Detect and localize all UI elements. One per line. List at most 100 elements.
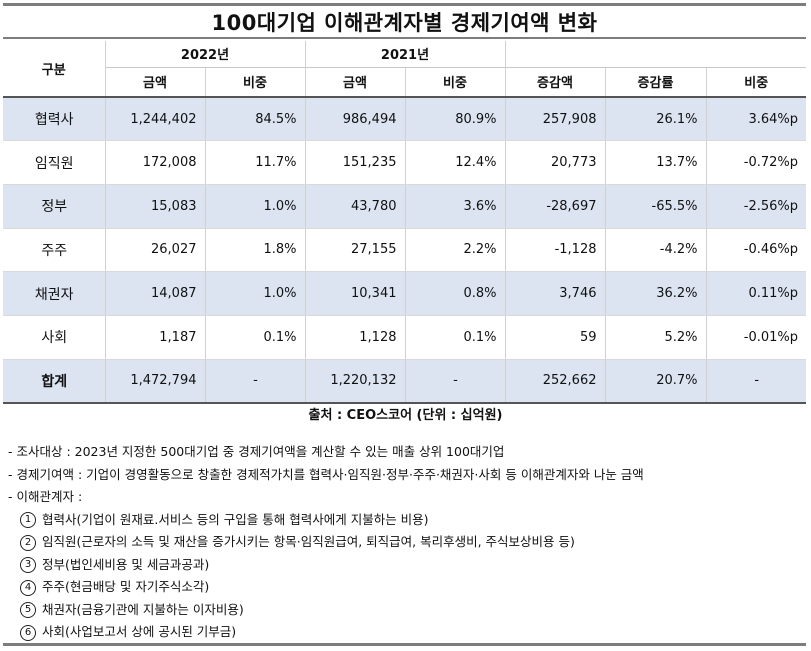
cell-amount-2021: 986,494 [305,97,406,142]
table-row: 정부 15,083 1.0% 43,780 3.6% -28,697 -65.5… [3,184,807,229]
stakeholder-item: 3 정부(법인세비용 및 세금과공과) [8,554,806,577]
cell-change-rate: 36.2% [605,271,707,316]
notes-section: - 조사대상 : 2023년 지정한 500대기업 중 경제기여액을 계산할 수… [8,441,806,644]
cell-share-2022: 1.8% [205,228,306,273]
stakeholder-text: 채권자(금융기관에 지불하는 이자비용) [42,601,244,617]
stakeholder-text: 정부(법인세비용 및 세금과공과) [42,556,210,572]
contribution-table: 구분 2022년 2021년 금액 비중 금액 비중 증감액 증감률 비중 협력… [3,41,807,404]
circled-number: 2 [20,534,36,551]
table-row: 임직원 172,008 11.7% 151,235 12.4% 20,773 1… [3,140,807,185]
circled-number: 4 [20,579,36,596]
header-share-2022: 비중 [205,66,306,97]
cell-share-change: -0.46%p [706,228,807,273]
cell-amount-2022: 14,087 [105,271,206,316]
cell-share-2021: 0.8% [405,271,506,316]
cell-change-amount: 257,908 [505,97,606,142]
stakeholder-item: 4 주주(현금배당 및 자기주식소각) [8,576,806,599]
cell-share-2022: - [205,359,306,404]
cell-share-2021: 12.4% [405,140,506,185]
table-row: 협력사 1,244,402 84.5% 986,494 80.9% 257,90… [3,97,807,142]
cell-change-amount: 3,746 [505,271,606,316]
cell-amount-2021: 1,128 [305,315,406,360]
cell-amount-2022: 26,027 [105,228,206,273]
cell-change-rate: 26.1% [605,97,707,142]
header-change-group [505,41,807,67]
table-row: 채권자 14,087 1.0% 10,341 0.8% 3,746 36.2% … [3,271,807,316]
row-label: 임직원 [3,140,106,185]
header-year-2021: 2021년 [305,41,506,67]
cell-change-amount: 20,773 [505,140,606,185]
circled-number: 3 [20,557,36,573]
cell-amount-2021: 1,220,132 [305,359,406,404]
header-gubun: 구분 [3,41,106,97]
cell-change-amount: -28,697 [505,184,606,229]
cell-share-2022: 1.0% [205,184,306,229]
stakeholder-text: 주주(현금배당 및 자기주식소각) [42,579,210,594]
cell-share-change: 3.64%p [706,97,807,142]
header-change-amount: 증감액 [505,66,606,97]
header-share-change: 비중 [706,66,807,97]
cell-amount-2022: 15,083 [105,184,206,229]
row-label: 사회 [3,315,106,360]
cell-share-change: - [706,359,807,404]
cell-share-2021: 0.1% [405,315,506,360]
cell-amount-2022: 1,472,794 [105,359,206,404]
stakeholder-item: 6 사회(사업보고서 상에 공시된 기부금) [8,621,806,644]
cell-share-2021: 2.2% [405,228,506,273]
cell-share-2022: 11.7% [205,140,306,185]
note-survey-target: - 조사대상 : 2023년 지정한 500대기업 중 경제기여액을 계산할 수… [8,444,505,459]
table-row: 사회 1,187 0.1% 1,128 0.1% 59 5.2% -0.01%p [3,315,807,360]
cell-amount-2022: 1,244,402 [105,97,206,142]
row-label-total: 합계 [3,359,106,404]
cell-share-2022: 1.0% [205,271,306,316]
stakeholder-text: 협력사(기업이 원재료.서비스 등의 구입을 통해 협력사에게 지불하는 비용) [42,511,429,527]
cell-amount-2021: 43,780 [305,184,406,229]
cell-amount-2021: 151,235 [305,140,406,185]
cell-share-2021: 3.6% [405,184,506,229]
cell-change-rate: -65.5% [605,184,707,229]
stakeholder-item: 1 협력사(기업이 원재료.서비스 등의 구입을 통해 협력사에게 지불하는 비용… [8,509,806,532]
circled-number: 1 [20,512,36,528]
bottom-divider [3,643,806,646]
stakeholder-item: 5 채권자(금융기관에 지불하는 이자비용) [8,599,806,622]
stakeholder-text: 임직원(근로자의 소득 및 재산을 증가시키는 항목·임직원급여, 퇴직급여, … [42,534,575,549]
cell-share-2022: 0.1% [205,315,306,360]
header-year-2022: 2022년 [105,41,306,67]
stakeholder-text: 사회(사업보고서 상에 공시된 기부금) [42,624,237,639]
cell-amount-2021: 27,155 [305,228,406,273]
header-share-2021: 비중 [405,66,506,97]
page-title: 100대기업 이해관계자별 경제기여액 변화 [211,10,598,35]
cell-change-amount: 252,662 [505,359,606,404]
title-bar: 100대기업 이해관계자별 경제기여액 변화 [3,3,806,39]
cell-share-2021: - [405,359,506,404]
row-label: 주주 [3,228,106,273]
stakeholder-item: 2 임직원(근로자의 소득 및 재산을 증가시키는 항목·임직원급여, 퇴직급여,… [8,531,806,554]
cell-amount-2021: 10,341 [305,271,406,316]
cell-change-rate: 20.7% [605,359,707,404]
cell-change-rate: -4.2% [605,228,707,273]
cell-change-amount: -1,128 [505,228,606,273]
cell-change-amount: 59 [505,315,606,360]
cell-share-2022: 84.5% [205,97,306,142]
cell-share-change: -0.01%p [706,315,807,360]
cell-amount-2022: 1,187 [105,315,206,360]
table-row: 주주 26,027 1.8% 27,155 2.2% -1,128 -4.2% … [3,228,807,273]
row-label: 정부 [3,184,106,229]
cell-change-rate: 5.2% [605,315,707,360]
header-amount-2021: 금액 [305,66,406,97]
cell-share-change: -0.72%p [706,140,807,185]
note-stakeholders-heading: - 이해관계자 : [8,489,83,504]
row-label: 협력사 [3,97,106,142]
cell-share-change: 0.11%p [706,271,807,316]
note-contribution-definition: - 경제기여액 : 기업이 경영활동으로 창출한 경제적가치를 협력사·임직원·… [8,466,644,482]
cell-change-rate: 13.7% [605,140,707,185]
header-change-rate: 증감률 [605,66,707,97]
cell-amount-2022: 172,008 [105,140,206,185]
circled-number: 5 [20,602,36,618]
total-row: 합계 1,472,794 - 1,220,132 - 252,662 20.7%… [3,359,807,404]
row-label: 채권자 [3,271,106,316]
cell-share-2021: 80.9% [405,97,506,142]
circled-number: 6 [20,624,36,641]
header-amount-2022: 금액 [105,66,206,97]
cell-share-change: -2.56%p [706,184,807,229]
